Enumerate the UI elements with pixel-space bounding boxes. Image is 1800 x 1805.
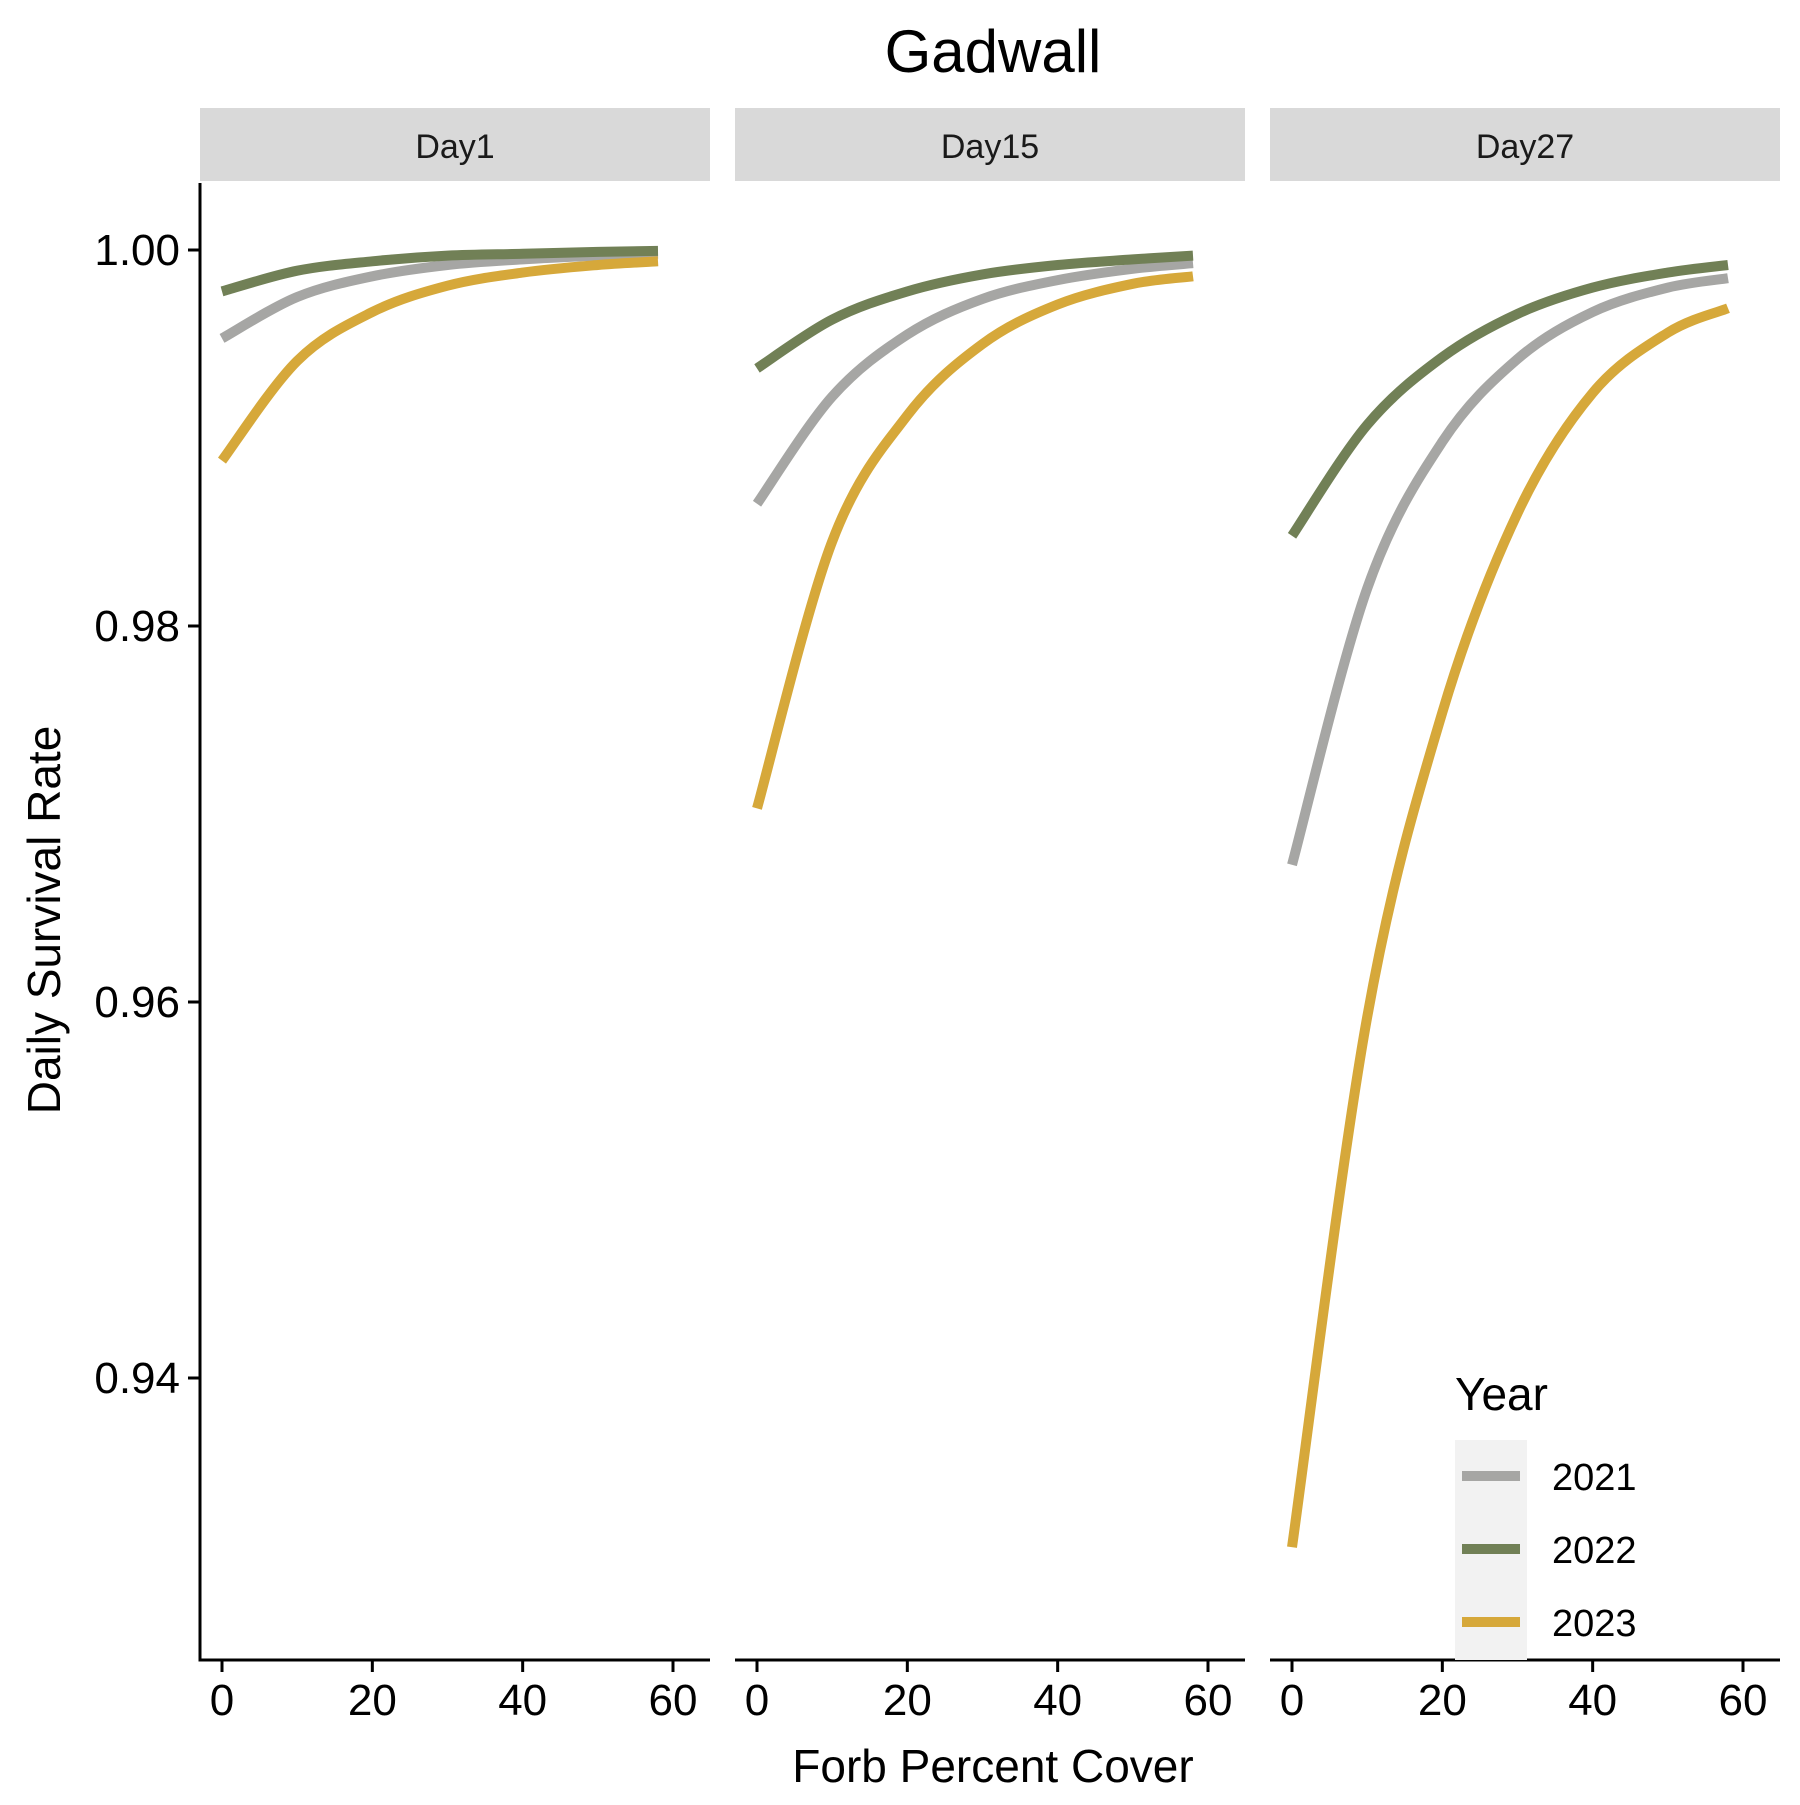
x-tick-label: 20: [883, 1676, 932, 1725]
series-line-2022-day27: [1287, 260, 1729, 539]
chart-title: Gadwall: [885, 18, 1102, 85]
legend-label-2022: 2022: [1552, 1530, 1637, 1572]
x-tick-label: 60: [649, 1676, 698, 1725]
series-line-2021-day27: [1287, 273, 1729, 867]
facet-strip-day27: [1270, 108, 1780, 181]
y-tick-label: 1.00: [94, 226, 180, 275]
legend-label-2021: 2021: [1552, 1457, 1637, 1499]
series-line-2023-day27: [1287, 303, 1730, 1548]
facet-label-day15: Day15: [941, 128, 1039, 166]
facet-label-day1: Day1: [415, 128, 494, 166]
x-tick-label: 0: [1280, 1676, 1304, 1725]
y-axis-label: Daily Survival Rate: [18, 726, 70, 1115]
y-tick-label: 0.98: [94, 602, 180, 651]
legend-label-2023: 2023: [1552, 1603, 1637, 1645]
series-line-2023-day1: [217, 256, 659, 464]
series-line-2023-day15: [752, 271, 1194, 810]
x-tick-label: 60: [1719, 1676, 1768, 1725]
x-tick-label: 0: [745, 1676, 769, 1725]
facet-strip-day15: [735, 108, 1245, 181]
y-tick-label: 0.96: [94, 978, 180, 1027]
legend-title: Year: [1455, 1368, 1548, 1420]
x-tick-label: 40: [498, 1676, 547, 1725]
x-tick-label: 60: [1184, 1676, 1233, 1725]
y-tick-label: 0.94: [94, 1354, 180, 1403]
series-line-2022-day15: [754, 250, 1194, 373]
x-tick-label: 40: [1568, 1676, 1617, 1725]
x-tick-label: 0: [210, 1676, 234, 1725]
x-tick-label: 20: [1418, 1676, 1467, 1725]
series-line-2021-day15: [752, 258, 1194, 507]
x-tick-label: 20: [348, 1676, 397, 1725]
facet-label-day27: Day27: [1476, 128, 1574, 166]
facet-strip-day1: [200, 108, 710, 181]
x-tick-label: 40: [1033, 1676, 1082, 1725]
series-line-2022-day1: [220, 245, 659, 297]
x-axis-label: Forb Percent Cover: [792, 1740, 1193, 1792]
